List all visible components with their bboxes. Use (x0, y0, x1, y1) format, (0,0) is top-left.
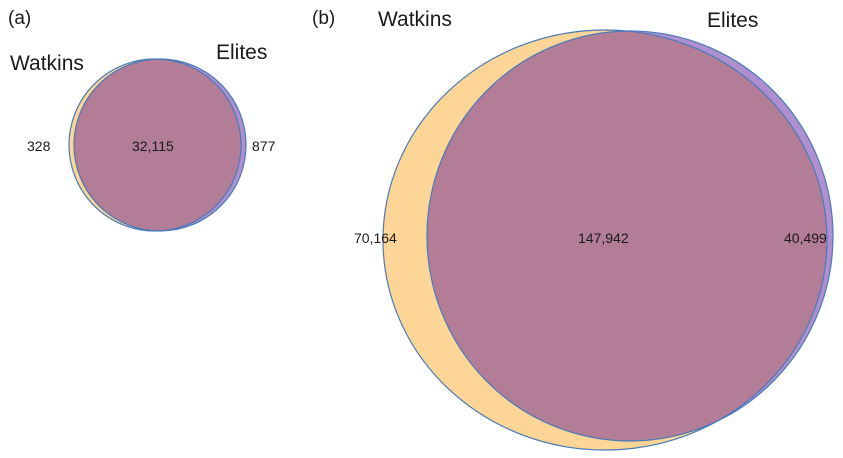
panel-b-watkins-only-count: 70,164 (354, 230, 397, 246)
panel-a-overlap-count: 32,115 (132, 138, 174, 154)
panel-b-overlap-count: 147,942 (578, 230, 629, 246)
panel-b: (b) Watkins Elites 70,164 147,942 40,499 (312, 8, 834, 451)
panel-b-elites-only-count: 40,499 (784, 230, 827, 246)
panel-a-watkins-only-count: 328 (27, 138, 51, 154)
panel-a: (a) Watkins Elites 328 32,115 877 (8, 8, 276, 232)
panel-b-elites-label: Elites (707, 9, 758, 32)
panel-a-watkins-label: Watkins (10, 52, 84, 75)
panel-b-label: (b) (312, 8, 335, 29)
panel-a-elites-outline (73, 58, 247, 232)
panel-a-elites-only-count: 877 (252, 138, 276, 154)
panel-b-overlap (427, 31, 827, 441)
panel-a-elites-label: Elites (216, 41, 267, 64)
panel-b-watkins-outline (382, 29, 828, 451)
panel-a-label: (a) (8, 8, 31, 29)
panel-b-elites-outline (426, 30, 834, 442)
panel-b-watkins-label: Watkins (378, 8, 452, 31)
panel-a-overlap (74, 59, 241, 231)
